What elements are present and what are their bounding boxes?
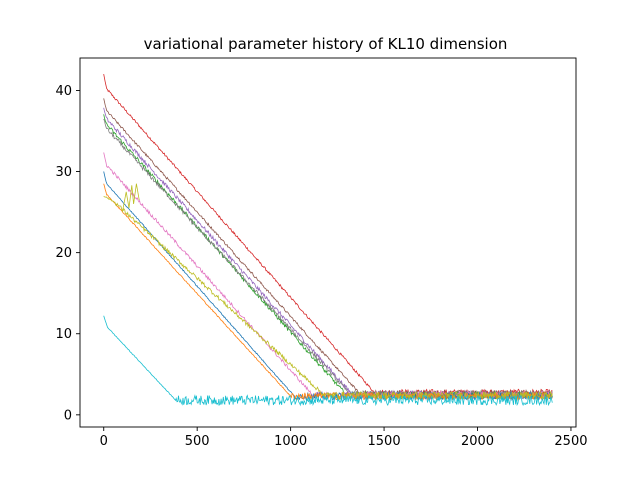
chart-title: variational parameter history of KL10 di… [144, 35, 508, 53]
series-line-9 [103, 195, 553, 401]
y-tick-label: 10 [55, 327, 72, 342]
x-tick-label: 1000 [274, 434, 307, 449]
series-line-7 [103, 171, 553, 402]
x-tick-label: 2500 [554, 434, 587, 449]
series-layer [103, 74, 553, 407]
x-tick-label: 2000 [461, 434, 494, 449]
series-spike-1 [122, 183, 140, 213]
y-tick-label: 40 [55, 84, 72, 99]
y-tick-label: 0 [64, 408, 72, 423]
y-tick-label: 20 [55, 246, 72, 261]
series-line-10 [103, 315, 553, 407]
plot-frame [79, 57, 577, 428]
x-tick-label: 0 [100, 434, 108, 449]
axes-layer: 0 500 1000 1500 2000 2500 0 10 20 30 40 [55, 57, 588, 449]
x-tick-label: 500 [185, 434, 210, 449]
y-tick-label: 30 [55, 165, 72, 180]
x-tick-label: 1500 [368, 434, 401, 449]
